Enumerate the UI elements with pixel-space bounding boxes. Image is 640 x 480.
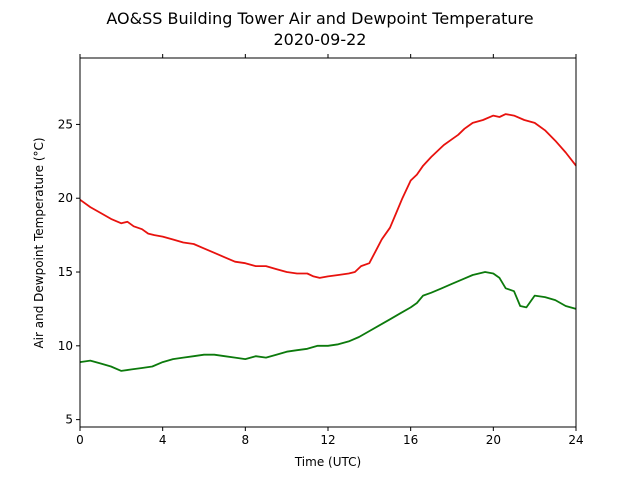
series-line-2 [79, 271, 577, 372]
chart-title: AO&SS Building Tower Air and Dewpoint Te… [106, 9, 533, 28]
plot-frame [79, 57, 577, 428]
plot-area: 0 4 8 12 16 20 24 5 10 15 20 25 [58, 54, 584, 447]
y-tick-label-25: 25 [58, 117, 73, 131]
x-tick-label-8: 8 [242, 433, 250, 447]
x-tick-label-20: 20 [486, 433, 501, 447]
y-axis-label: Air and Dewpoint Temperature (°C) [32, 137, 46, 348]
x-tick-label-4: 4 [159, 433, 167, 447]
chart-subtitle: 2020-09-22 [274, 30, 367, 49]
y-tick-label-15: 15 [58, 265, 73, 279]
x-tick-label-16: 16 [403, 433, 418, 447]
y-tick-label-10: 10 [58, 339, 73, 353]
x-axis-label: Time (UTC) [294, 455, 361, 469]
series-line-1 [79, 113, 577, 279]
x-tick-label-0: 0 [76, 433, 84, 447]
y-tick-label-20: 20 [58, 191, 73, 205]
y-tick-label-5: 5 [65, 413, 73, 427]
x-tick-label-12: 12 [320, 433, 335, 447]
x-tick-label-24: 24 [568, 433, 583, 447]
